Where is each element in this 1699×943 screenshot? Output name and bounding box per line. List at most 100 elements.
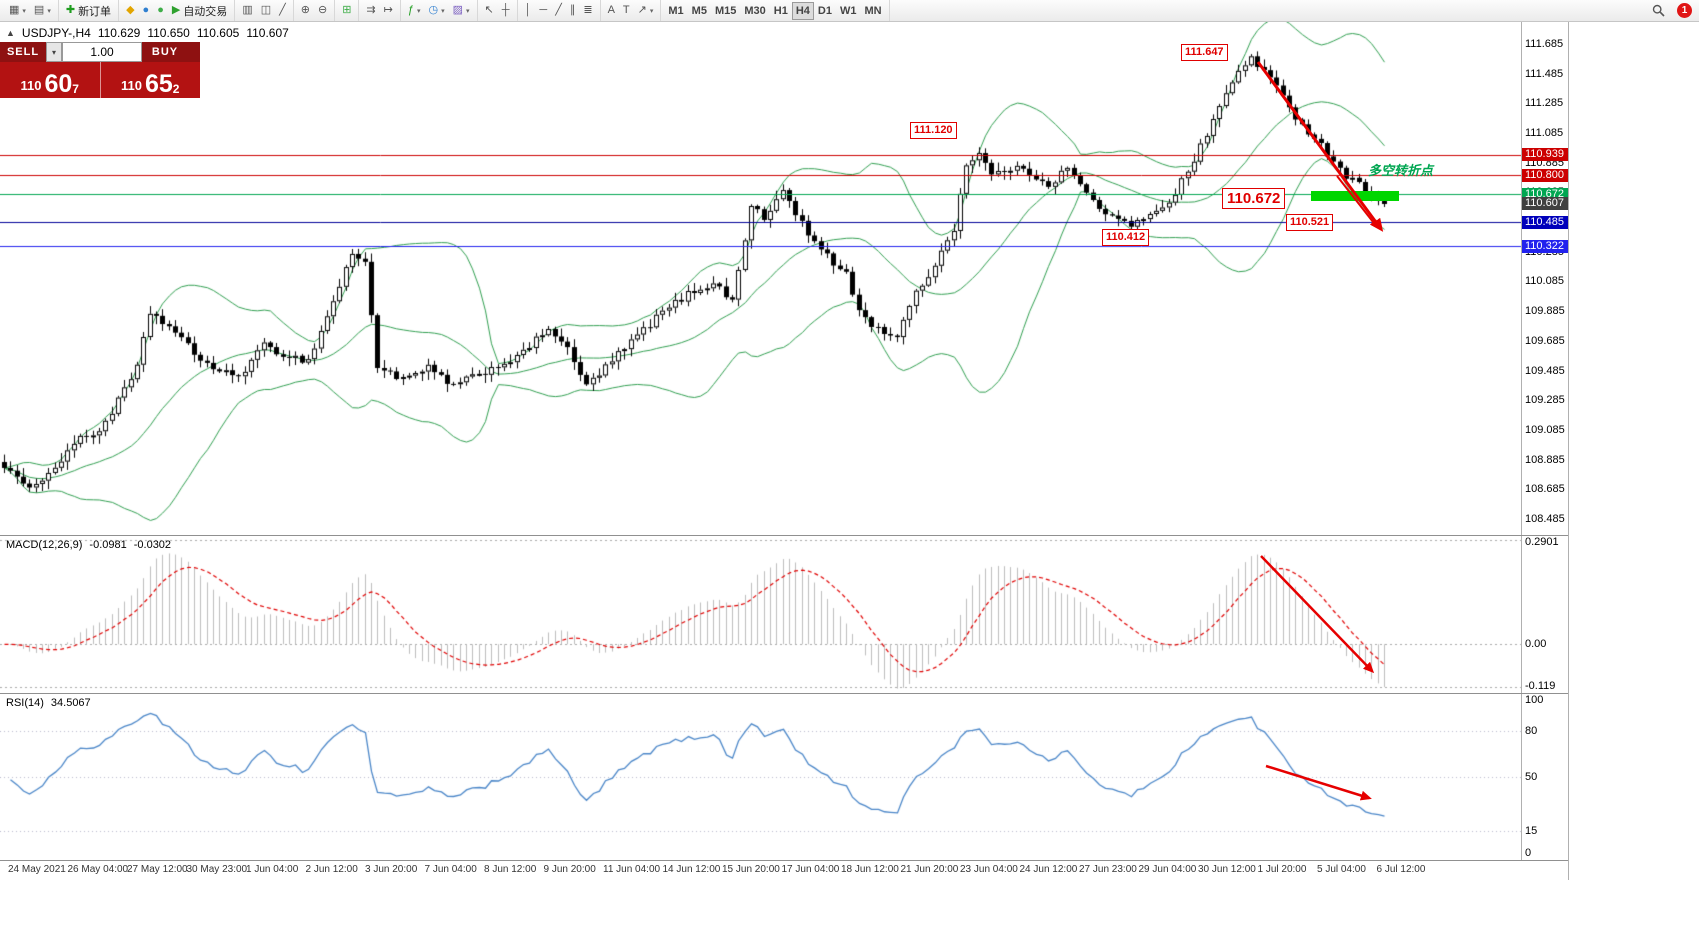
arrows-caret-icon: ▾ xyxy=(649,7,654,15)
main-chart-panel: 111.685111.485111.285111.085110.885110.6… xyxy=(0,22,1568,535)
vertical-line-button[interactable]: │ xyxy=(521,2,536,20)
fibonacci-button[interactable]: ≣ xyxy=(579,2,596,20)
symbol-info: ▲ USDJPY-,H4 110.629 110.650 110.605 110… xyxy=(6,26,289,40)
chart-shift-icon: ↦ xyxy=(383,4,393,16)
zoom-in-button[interactable]: ⊕ xyxy=(297,2,314,20)
time-axis-label: 15 Jun 20:00 xyxy=(722,864,780,875)
periods-caret-icon: ▾ xyxy=(441,7,445,15)
timeframe-m5-button[interactable]: M5 xyxy=(688,2,711,20)
line-chart-mode-button[interactable]: ╱ xyxy=(275,2,290,20)
periods-icon: ◷ xyxy=(428,4,439,16)
timeframe-w1-button[interactable]: W1 xyxy=(836,2,861,20)
horizontal-line-icon: ─ xyxy=(539,4,548,16)
rsi-axis-label: 100 xyxy=(1525,694,1544,706)
time-axis-label: 6 Jul 12:00 xyxy=(1376,864,1426,875)
templates-button[interactable]: ▨ ▾ xyxy=(449,2,474,20)
toolbar: ▦ ▾ ▤ ▾ ✚ 新订单 ◆ ● ● ▶ 自动交易 ▥ ◫ ╱ ⊕ ⊖ ⊞ ⇉ ↦ ƒ ▾ ◷ ▾ ▨ ▾ ↖ ┼ │ ─ ╱ ∥ ≣ A T ↗… xyxy=(0,0,1699,22)
timeframe-h4-button[interactable]: H4 xyxy=(791,1,814,20)
rsi-axis-label: 50 xyxy=(1525,771,1538,783)
toolbar-group: ⊕ ⊖ xyxy=(294,0,336,21)
toolbar-group: ▥ ◫ ╱ xyxy=(235,0,294,21)
buy-button[interactable]: BUY xyxy=(142,42,188,62)
time-axis-label: 23 Jun 04:00 xyxy=(960,864,1018,875)
rsi-label: RSI(14) 34.5067 xyxy=(6,697,91,709)
timeframe-group: M1 M5 M15 M30 H1 H4 D1 W1 MN xyxy=(661,0,890,21)
ohlc-low: 110.605 xyxy=(196,26,240,40)
macd-axis-label: 0.00 xyxy=(1525,638,1547,651)
notification-badge[interactable]: 1 xyxy=(1677,3,1692,18)
timeframe-d1-button[interactable]: D1 xyxy=(814,2,836,20)
time-axis[interactable]: 24 May 2021 26 May 04:00 27 May 12:00 30 Ma… xyxy=(0,860,1568,880)
price-axis[interactable]: 111.685111.485111.285111.085110.885110.6… xyxy=(1521,22,1568,535)
rsi-panel: 100 80 50 15 0 RSI(14) 34.5067 xyxy=(0,693,1568,860)
macd-axis[interactable]: 0.2901 0.00 -0.119 xyxy=(1521,536,1568,693)
cursor-button[interactable]: ↖ xyxy=(481,2,498,20)
bar-chart-mode-button[interactable]: ▥ xyxy=(238,2,256,20)
rsi-axis[interactable]: 100 80 50 15 0 xyxy=(1521,694,1568,860)
trendline-icon: ╱ xyxy=(555,4,562,16)
auto-scroll-button[interactable]: ⇉ xyxy=(362,2,379,20)
crosshair-button[interactable]: ┼ xyxy=(498,2,514,20)
price-axis-label: 109.285 xyxy=(1525,394,1565,407)
price-axis-label: 109.885 xyxy=(1525,305,1565,318)
signals-button[interactable]: ● xyxy=(153,2,168,20)
volume-caret-icon[interactable]: ▾ xyxy=(46,42,62,62)
price-axis-label: 108.685 xyxy=(1525,483,1565,496)
timeframe-mn-button[interactable]: MN xyxy=(860,2,885,20)
time-axis-label: 1 Jun 04:00 xyxy=(246,864,299,875)
time-axis-label: 9 Jun 20:00 xyxy=(543,864,596,875)
price-axis-label: 109.685 xyxy=(1525,334,1565,347)
toolbar-group: ▦ ▾ ▤ ▾ xyxy=(2,0,59,21)
indicators-button[interactable]: ƒ ▾ xyxy=(404,2,425,20)
chart-profiles-button[interactable]: ▤ ▾ xyxy=(30,2,55,20)
metaeditor-button[interactable]: ◆ xyxy=(122,2,138,20)
zoom-out-icon: ⊖ xyxy=(317,4,328,16)
time-axis-label: 29 Jun 04:00 xyxy=(1138,864,1197,875)
horizontal-line-button[interactable]: ─ xyxy=(535,2,551,20)
search-button[interactable] xyxy=(1648,2,1669,20)
equidistant-channel-button[interactable]: ∥ xyxy=(566,2,580,20)
crosshair-icon: ┼ xyxy=(501,4,510,16)
candlestick-mode-button[interactable]: ◫ xyxy=(257,2,275,20)
trendline-button[interactable]: ╱ xyxy=(551,2,566,20)
macd-panel: 0.2901 0.00 -0.119 MACD(12,26,9) -0.0981 -… xyxy=(0,535,1568,693)
autotrading-button[interactable]: ▶ 自动交易 xyxy=(168,2,231,20)
sell-price[interactable]: 110 60 7 xyxy=(0,62,101,98)
rsi-canvas[interactable] xyxy=(0,694,1522,860)
new-chart-icon: ▦ xyxy=(9,4,20,16)
chart-shift-button[interactable]: ↦ xyxy=(380,2,397,20)
arrows-icon: ↗ xyxy=(637,4,647,16)
price-axis-label: 109.485 xyxy=(1525,364,1565,377)
market-button[interactable]: ● xyxy=(139,2,154,20)
toolbar-group: ◆ ● ● ▶ 自动交易 xyxy=(119,0,236,21)
new-order-button[interactable]: ✚ 新订单 xyxy=(62,2,115,20)
rsi-axis-label: 80 xyxy=(1525,724,1538,737)
sell-button[interactable]: SELL xyxy=(0,42,46,62)
price-chart-canvas[interactable] xyxy=(0,22,1522,535)
zoom-out-button[interactable]: ⊖ xyxy=(314,2,331,20)
toolbar-right: 1 xyxy=(1648,2,1697,20)
timeframe-h1-button[interactable]: H1 xyxy=(770,2,792,20)
cursor-icon: ↖ xyxy=(484,4,494,16)
new-chart-caret-icon: ▾ xyxy=(22,7,26,15)
new-chart-button[interactable]: ▦ ▾ xyxy=(5,2,30,20)
timeframe-m30-button[interactable]: M30 xyxy=(740,2,769,20)
buy-price[interactable]: 110 65 2 xyxy=(121,69,180,98)
time-axis-label: 5 Jul 04:00 xyxy=(1317,864,1366,875)
tile-windows-button[interactable]: ⊞ xyxy=(338,2,355,20)
indicators-icon: ƒ xyxy=(407,4,414,16)
timeframe-m1-button[interactable]: M1 xyxy=(664,2,687,20)
text-label-button[interactable]: T xyxy=(619,2,634,20)
timeframe-m15-button[interactable]: M15 xyxy=(711,2,740,20)
text-button[interactable]: A xyxy=(604,2,619,20)
new-order-label: 新订单 xyxy=(78,5,112,18)
price-tag: 110.485 xyxy=(1522,215,1568,229)
volume-input[interactable] xyxy=(62,42,142,62)
macd-canvas[interactable] xyxy=(0,536,1522,693)
toolbar-group: ⊞ xyxy=(335,0,360,21)
toolbar-group: A T ↗ ▾ xyxy=(601,0,662,21)
chart-profiles-caret-icon: ▾ xyxy=(47,7,51,15)
periods-button[interactable]: ◷ ▾ xyxy=(424,2,448,20)
macd-value-signal: -0.0302 xyxy=(133,539,172,551)
arrows-button[interactable]: ↗ ▾ xyxy=(634,2,658,20)
